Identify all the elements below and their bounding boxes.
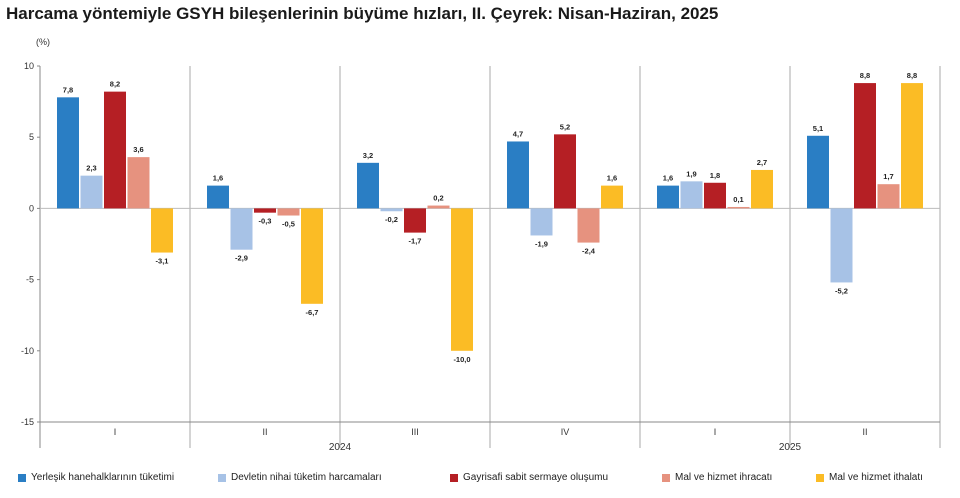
legend-swatch (218, 473, 226, 482)
bar (301, 208, 323, 304)
bar (751, 169, 773, 209)
x-group-label: 2024 (329, 442, 352, 453)
bar (530, 208, 553, 236)
bar (254, 208, 276, 213)
bar (404, 208, 426, 233)
data-label: 2,7 (757, 158, 767, 167)
bar (830, 208, 853, 283)
data-label: 2,3 (86, 164, 96, 173)
legend-swatch (18, 473, 26, 482)
data-label: -0,5 (282, 220, 295, 229)
legend-item: Mal ve hizmet ihracatı (662, 472, 772, 483)
y-tick-label: 10 (24, 61, 34, 71)
data-label: 0,1 (733, 195, 743, 204)
data-label: 4,7 (513, 129, 523, 138)
bar (657, 185, 679, 209)
data-label: -10,0 (453, 355, 470, 364)
y-axis-unit: (%) (36, 37, 50, 47)
data-label: 1,6 (663, 174, 673, 183)
data-label: -1,9 (535, 239, 548, 248)
data-label: 8,8 (907, 71, 917, 80)
bar (727, 206, 750, 209)
data-label: -6,7 (306, 308, 319, 317)
x-category-label: I (114, 427, 117, 437)
bar-chart: 10 5 0 -5 -10 -15 7,8 2,3 8,2 3,6 -3,1 I 1,6 -2,9 -0,3… (21, 61, 941, 453)
y-tick-label: 5 (29, 132, 34, 142)
data-label: 5,1 (813, 124, 823, 133)
bar (151, 208, 173, 253)
x-category-label: II (862, 427, 867, 437)
chart-title: Harcama yöntemiyle GSYH bileşenlerinin b… (6, 4, 719, 23)
bar (277, 208, 300, 216)
x-category-label: I (714, 427, 717, 437)
data-label: -2,9 (235, 254, 248, 263)
data-label: -1,7 (409, 237, 422, 246)
bar (507, 141, 529, 209)
bar (577, 208, 600, 243)
legend-label: Devletin nihai tüketim harcamaları (231, 472, 382, 483)
data-label: 5,2 (560, 122, 570, 131)
bar (680, 181, 703, 209)
bar (704, 182, 726, 209)
data-label: 3,6 (133, 145, 143, 154)
data-label: -2,4 (582, 247, 596, 256)
bar (357, 162, 379, 209)
bar (57, 97, 79, 209)
x-category-label: III (411, 427, 419, 437)
bar (104, 91, 126, 209)
data-label: 0,2 (433, 194, 443, 203)
bar (854, 83, 876, 209)
bar (427, 205, 450, 209)
legend-swatch (662, 473, 670, 482)
bar (80, 175, 103, 209)
data-label: 1,6 (607, 174, 617, 183)
legend-item: Yerleşik hanehalklarının tüketimi (18, 472, 174, 483)
legend-label: Mal ve hizmet ithalatı (829, 472, 923, 483)
bar (877, 184, 900, 209)
legend-swatch (450, 473, 458, 482)
bar (127, 157, 150, 209)
y-tick-label: -5 (26, 275, 34, 285)
legend-label: Mal ve hizmet ihracatı (675, 472, 773, 483)
data-label: 8,2 (110, 80, 120, 89)
data-label: -5,2 (835, 286, 848, 295)
y-tick-label: -15 (21, 417, 34, 427)
data-label: -0,3 (259, 217, 272, 226)
data-label: 3,2 (363, 151, 373, 160)
x-category-label: II (262, 427, 267, 437)
data-label: -0,2 (385, 215, 398, 224)
legend-item: Devletin nihai tüketim harcamaları (218, 472, 382, 483)
bar (807, 135, 829, 209)
x-category-label: IV (561, 427, 570, 437)
legend-label: Yerleşik hanehalklarının tüketimi (31, 472, 175, 483)
legend-swatch (816, 473, 824, 482)
legend-item: Mal ve hizmet ithalatı (816, 472, 923, 483)
data-label: 1,9 (686, 169, 696, 178)
legend-item: Gayrisafi sabit sermaye oluşumu (450, 472, 608, 483)
data-label: -3,1 (156, 257, 169, 266)
data-label: 8,8 (860, 71, 870, 80)
bar (601, 185, 623, 209)
bar (230, 208, 253, 250)
chart-legend: Yerleşik hanehalklarının tüketimi Devleti… (18, 472, 958, 490)
data-label: 1,8 (710, 171, 720, 180)
bar (554, 134, 576, 209)
bar (451, 208, 473, 351)
bar (901, 83, 923, 209)
legend-label: Gayrisafi sabit sermaye oluşumu (463, 472, 609, 483)
y-tick-label: 0 (29, 203, 34, 213)
y-tick-label: -10 (21, 346, 34, 356)
data-label: 1,6 (213, 174, 223, 183)
x-group-label: 2025 (779, 442, 802, 453)
data-label: 1,7 (883, 172, 893, 181)
bar (380, 208, 403, 212)
bar (207, 185, 229, 209)
data-label: 7,8 (63, 85, 73, 94)
